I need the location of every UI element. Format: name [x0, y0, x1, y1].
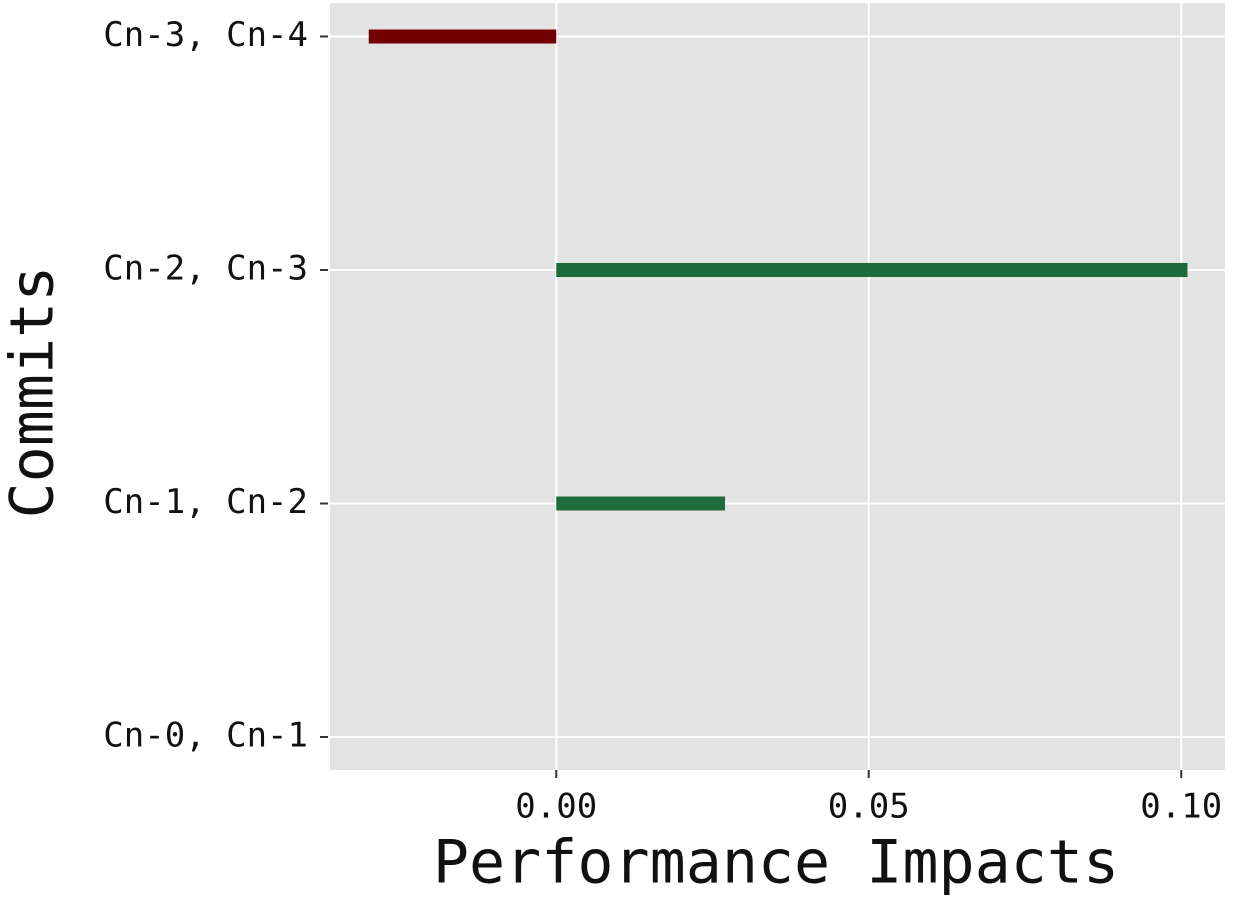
x-tick-label: 0.05 — [828, 787, 910, 827]
y-tick-label: Cn-3, Cn-4 — [103, 15, 308, 55]
x-axis-title: Performance Impacts — [433, 828, 1119, 898]
y-tick-label: Cn-2, Cn-3 — [103, 249, 308, 289]
y-tick-label: Cn-1, Cn-2 — [103, 482, 308, 522]
x-tick-label: 0.00 — [515, 787, 597, 827]
y-tick-label: Cn-0, Cn-1 — [103, 716, 308, 756]
bar — [556, 263, 1188, 277]
bar — [368, 29, 557, 44]
plot-panel — [330, 3, 1225, 770]
y-axis-title: Commits — [0, 266, 68, 519]
bar — [556, 496, 725, 511]
x-tick-label: 0.10 — [1140, 787, 1222, 827]
